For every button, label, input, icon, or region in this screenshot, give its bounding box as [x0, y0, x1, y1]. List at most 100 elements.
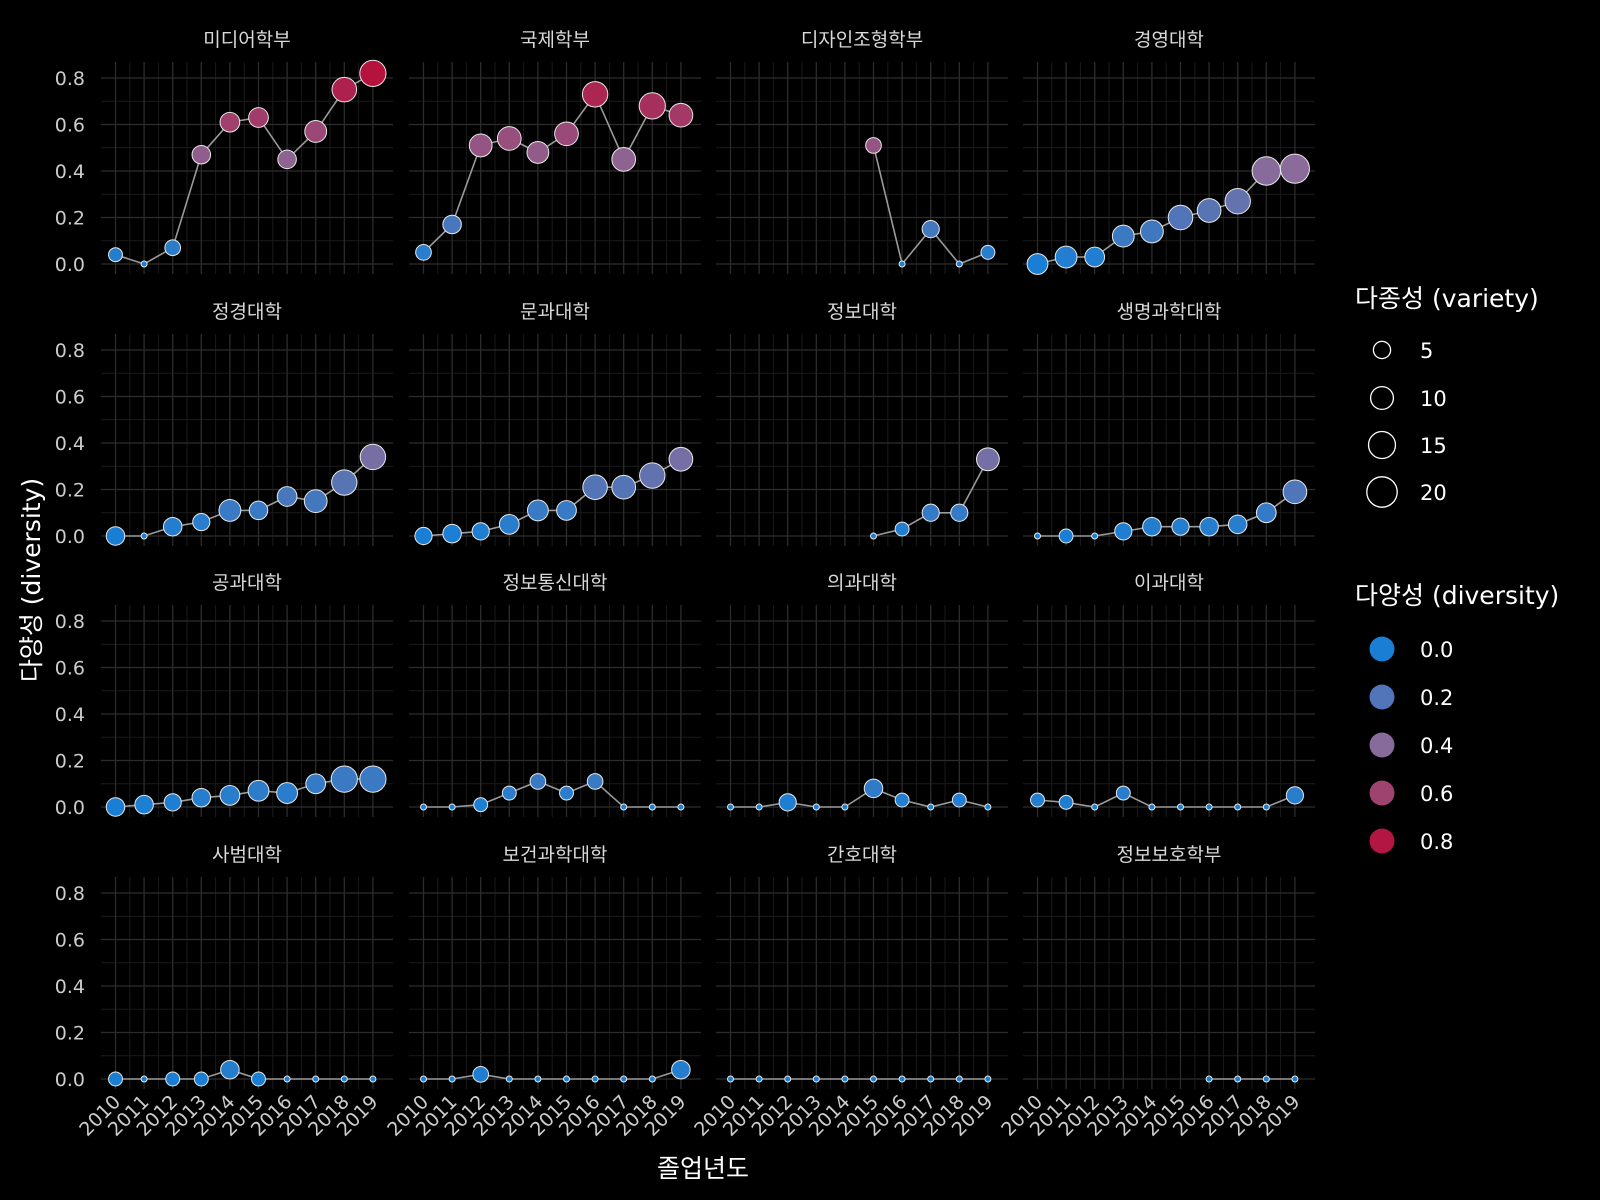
data-point [448, 803, 456, 811]
y-tick-label: 0.0 [55, 797, 85, 819]
data-point [359, 59, 387, 87]
facet-title: 생명과학대학 [1117, 301, 1222, 323]
y-tick-label: 0.8 [55, 340, 85, 362]
data-point [1251, 156, 1282, 186]
data-point [1199, 516, 1219, 537]
data-point [1279, 153, 1310, 184]
facet-title: 이과대학 [1134, 572, 1204, 594]
data-point [330, 765, 358, 793]
data-point [1058, 528, 1074, 544]
data-point [671, 1059, 691, 1080]
facet-title: 정경대학 [212, 301, 282, 323]
data-point [668, 446, 694, 472]
data-point [312, 1075, 320, 1083]
facet-panel: 간호대학201020112012201320142015201620172018… [690, 844, 1008, 1141]
data-point [563, 1075, 570, 1083]
data-point [984, 1075, 992, 1083]
data-point [192, 512, 211, 532]
facet-title: 문과대학 [520, 301, 590, 323]
data-point [442, 214, 462, 235]
data-point [331, 469, 358, 496]
data-point [955, 1075, 963, 1083]
data-point [1262, 1075, 1270, 1083]
data-point [984, 803, 992, 811]
facet-title: 경영대학 [1134, 29, 1204, 51]
data-point [1224, 188, 1251, 215]
data-point [163, 793, 182, 812]
data-point [951, 792, 967, 808]
data-point [1054, 245, 1078, 269]
data-point [556, 500, 577, 521]
data-point [283, 1075, 291, 1083]
data-point [863, 778, 884, 799]
data-point [496, 126, 522, 151]
data-point [420, 1075, 427, 1083]
y-tick-label: 0.6 [55, 387, 85, 409]
data-point [191, 144, 212, 165]
y-tick-label: 0.2 [55, 751, 85, 773]
facet-panel: 경영대학 [1023, 29, 1315, 275]
data-point [778, 793, 797, 812]
data-point [472, 1066, 490, 1083]
y-tick-label: 0.0 [55, 526, 85, 548]
data-point [1227, 514, 1248, 535]
facet-title: 정보대학 [827, 301, 897, 323]
data-point [727, 1075, 734, 1083]
series-line [422, 92, 682, 253]
size-legend-label: 15 [1420, 434, 1447, 458]
y-tick-label: 0.4 [55, 433, 85, 455]
data-point [303, 489, 328, 514]
series-line [1037, 491, 1296, 537]
y-tick-label: 0.2 [55, 480, 85, 502]
y-tick-label: 0.0 [55, 1069, 85, 1091]
data-point [526, 499, 549, 522]
data-point [247, 779, 270, 802]
data-point [105, 797, 126, 817]
data-point [448, 1075, 456, 1083]
facet-panel: 생명과학대학 [1023, 301, 1315, 546]
facet-panel: 정경대학 0.0 0.2 0.4 0.6 0.8 [55, 301, 393, 548]
data-point [554, 121, 579, 147]
data-point [1285, 786, 1305, 805]
color-legend-label: 0.2 [1420, 686, 1453, 710]
data-point [1148, 803, 1156, 811]
facet-panel: 미디어학부 0.0 0.2 0.4 0.6 0.8 [55, 29, 393, 276]
data-point [955, 260, 963, 268]
data-point [620, 1075, 628, 1083]
color-legend-label: 0.6 [1420, 782, 1453, 806]
data-point [668, 102, 694, 128]
data-point [648, 803, 656, 811]
data-point [1111, 224, 1135, 248]
facet-panel: 국제학부 [409, 29, 701, 274]
data-point [251, 1071, 266, 1087]
data-point [611, 147, 637, 172]
data-point [921, 220, 940, 239]
data-point [505, 1075, 513, 1083]
data-point [870, 1075, 877, 1083]
series-line [1037, 792, 1296, 808]
series-line [115, 778, 373, 808]
data-point [638, 92, 666, 120]
color-legend-key [1369, 780, 1395, 806]
color-legend-label: 0.0 [1420, 638, 1453, 662]
data-point [498, 514, 520, 535]
data-point [755, 803, 763, 811]
data-point [727, 803, 734, 811]
data-point [1205, 1075, 1213, 1083]
data-point [331, 76, 358, 103]
data-point [870, 532, 877, 540]
facet-title: 공과대학 [212, 572, 282, 594]
data-point [927, 803, 935, 811]
data-point [276, 782, 299, 804]
data-point [359, 443, 387, 471]
size-legend-key [1367, 430, 1397, 460]
data-point [1084, 246, 1106, 268]
color-legend-key [1369, 732, 1395, 758]
series-line [730, 787, 989, 808]
data-point [841, 803, 849, 811]
facet-panel: 사범대학0.00.20.40.60.8201020112012201320142… [55, 844, 393, 1141]
data-point [586, 773, 604, 790]
y-tick-label: 0.4 [55, 976, 85, 998]
series-line [423, 780, 681, 808]
data-point [529, 773, 547, 790]
